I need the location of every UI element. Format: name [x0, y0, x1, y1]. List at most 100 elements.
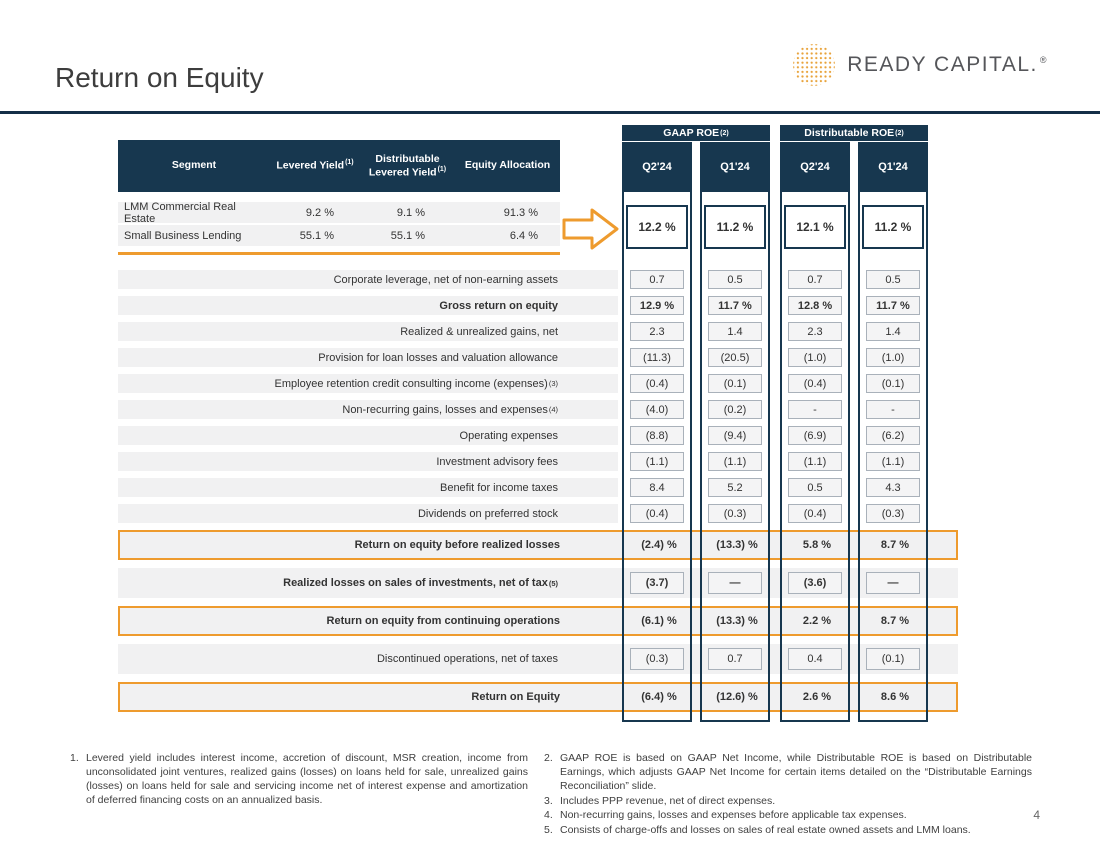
recon-value: (0.4) [788, 374, 842, 393]
footnote-item: 2. GAAP ROE is based on GAAP Net Income,… [544, 752, 1032, 794]
recon-value: (6.2) [866, 426, 920, 445]
recon-value: 1.4 [866, 322, 920, 341]
recon-row: Investment advisory fees (1.1) (1.1) (1.1) (… [118, 452, 958, 471]
footnote-item: 3. Includes PPP revenue, net of direct e… [544, 795, 1032, 809]
recon-row: Discontinued operations, net of taxes (0.… [118, 644, 958, 674]
recon-value: - [866, 400, 920, 419]
recon-row: Non-recurring gains, losses and expenses… [118, 400, 958, 419]
logo-wordmark: READY CAPITAL. ® [847, 53, 1048, 77]
footnote-number: 1. [70, 752, 79, 764]
recon-value: 2.6 % [802, 691, 832, 703]
recon-value: 11.7 % [866, 296, 920, 315]
recon-value: (1.1) [630, 452, 684, 471]
footnote-number: 2. [544, 752, 553, 764]
recon-value: (0.1) [866, 648, 920, 670]
recon-value: (1.1) [788, 452, 842, 471]
footnote-item: 1. Levered yield includes interest incom… [70, 752, 528, 807]
recon-value: (20.5) [708, 348, 762, 367]
recon-value: (12.6) % [716, 691, 758, 703]
recon-value: (0.1) [708, 374, 762, 393]
recon-value: 1.4 [708, 322, 762, 341]
recon-value: (1.1) [708, 452, 762, 471]
distributable-q2-segment-roe: 12.1 % [784, 205, 846, 249]
segment-row-lmm: LMM Commercial Real Estate 9.2 % 9.1 % 9… [118, 201, 560, 225]
gaap-roe-group-header: GAAP ROE (2) [622, 125, 770, 141]
segment-table-header: Segment Levered Yield(1) Distributable L… [118, 140, 560, 192]
distributable-levered-yield-header-cell: Distributable Levered Yield(1) [360, 140, 455, 192]
footnote-text: Consists of charge-offs and losses on sa… [560, 824, 971, 837]
footnotes-left-column: 1. Levered yield includes interest incom… [70, 752, 528, 839]
recon-row-label: Return on equity before realized losses [354, 539, 560, 551]
arrow-right-icon [562, 207, 620, 254]
footnote-ref: (2) [720, 129, 729, 137]
footnote-ref: (1) [345, 159, 354, 167]
footnote-ref: (5) [548, 578, 558, 588]
recon-value: (13.3) % [716, 615, 758, 627]
recon-row-highlight: Return on equity from continuing operati… [118, 606, 958, 636]
recon-row-highlight: Return on Equity (6.4) % (12.6) % 2.6 % 8.6 … [118, 682, 958, 712]
recon-row-label: Corporate leverage, net of non-earning a… [118, 270, 618, 289]
recon-row: Benefit for income taxes 8.4 5.2 0.5 4.3 [118, 478, 958, 497]
recon-value: 8.7 % [880, 539, 910, 551]
recon-row-label: Employee retention credit consulting inc… [118, 374, 618, 393]
footnote-text: Includes PPP revenue, net of direct expe… [560, 794, 776, 807]
recon-row-label: Discontinued operations, net of taxes [376, 653, 558, 665]
header-divider [0, 111, 1100, 114]
recon-value: — [708, 572, 762, 594]
recon-value: (6.4) % [641, 691, 677, 703]
recon-value: (8.8) [630, 426, 684, 445]
segment-row-sbl: Small Business Lending 55.1 % 55.1 % 6.4… [118, 225, 560, 246]
recon-row: Realized & unrealized gains, net 2.3 1.4 2.… [118, 322, 958, 341]
recon-value: 0.7 [630, 270, 684, 289]
page-number: 4 [1033, 808, 1040, 822]
header-label: Distributable Levered Yield [368, 152, 440, 179]
equity-allocation-header-cell: Equity Allocation [455, 140, 560, 192]
header-label: Segment [171, 159, 217, 172]
recon-value: (6.9) [788, 426, 842, 445]
logo-dot-mark-icon [793, 44, 836, 86]
footnote-text: Non-recurring gains, losses and expenses… [560, 809, 907, 822]
recon-value: (1.1) [866, 452, 920, 471]
recon-value: (0.3) [866, 504, 920, 523]
recon-value: (11.3) [630, 348, 684, 367]
equity-allocation-value: 91.3 % [503, 206, 538, 219]
recon-value: (9.4) [708, 426, 762, 445]
equity-allocation-value: 6.4 % [509, 229, 538, 242]
recon-value: - [788, 400, 842, 419]
distributable-q1-segment-roe: 11.2 % [862, 205, 924, 249]
recon-value: (0.4) [630, 504, 684, 523]
registered-mark: ® [1039, 55, 1048, 65]
recon-value: (1.0) [866, 348, 920, 367]
distributable-q2-24-header: Q2'24 [780, 142, 850, 192]
gaap-q2-segment-roe: 12.2 % [626, 205, 688, 249]
recon-value: 8.6 % [880, 691, 910, 703]
levered-yield-header-cell: Levered Yield(1) [270, 140, 360, 192]
recon-value: (13.3) % [716, 539, 758, 551]
segment-table-underline [118, 252, 560, 255]
recon-row-label: Realized losses on sales of investments,… [283, 577, 558, 589]
footnote-number: 4. [544, 809, 553, 822]
levered-yield-value: 9.2 % [305, 206, 334, 219]
recon-value: (0.2) [708, 400, 762, 419]
recon-value: 8.7 % [880, 615, 910, 627]
footnote-ref: (1) [437, 165, 447, 173]
footnote-text: GAAP ROE is based on GAAP Net Income, wh… [560, 752, 1032, 792]
recon-row-label: Provision for loan losses and valuation … [118, 348, 618, 367]
recon-value: 2.3 [630, 322, 684, 341]
recon-row-label: Investment advisory fees [118, 452, 618, 471]
distributable-levered-yield-value: 9.1 % [396, 206, 425, 219]
distributable-q1-24-header: Q1'24 [858, 142, 928, 192]
footnote-ref: (4) [548, 405, 558, 414]
recon-row-highlight: Return on equity before realized losses (… [118, 530, 958, 560]
recon-value: (4.0) [630, 400, 684, 419]
recon-row: Operating expenses (8.8) (9.4) (6.9) (6.2) [118, 426, 958, 445]
recon-value: 0.5 [788, 478, 842, 497]
recon-row-label: Return on equity from continuing operati… [326, 615, 560, 627]
recon-row-label: Dividends on preferred stock [118, 504, 618, 523]
levered-yield-value: 55.1 % [299, 229, 334, 242]
segment-header-cell: Segment [118, 140, 270, 192]
recon-value: 12.9 % [630, 296, 684, 315]
gaap-roe-title: GAAP ROE [663, 127, 720, 139]
recon-value: (0.3) [708, 504, 762, 523]
header-label: Levered Yield [276, 159, 345, 172]
